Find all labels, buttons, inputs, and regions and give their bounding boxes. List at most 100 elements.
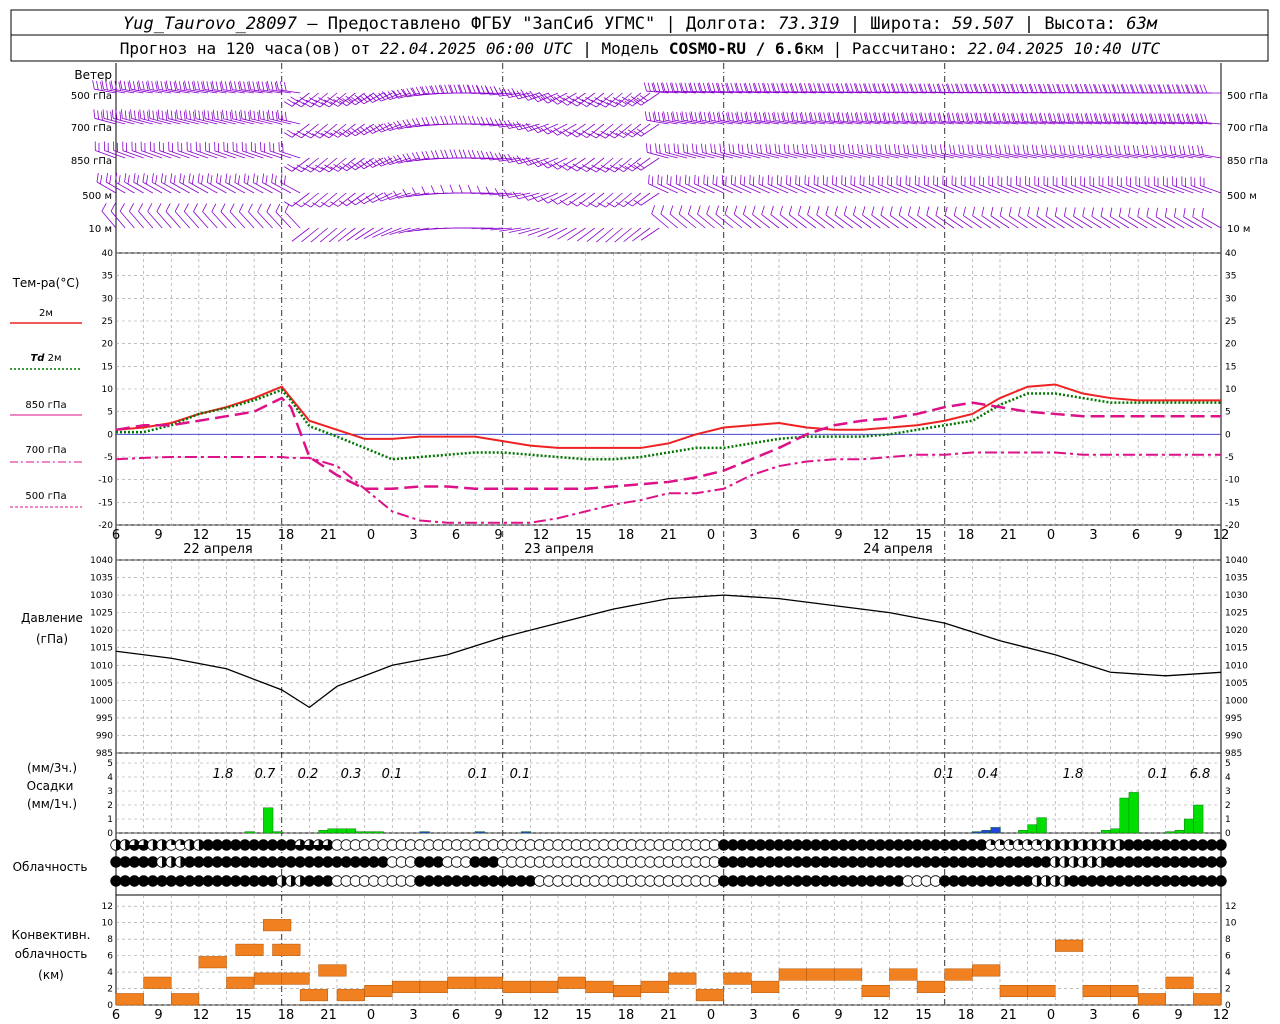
- wind-barb-feather: [647, 82, 651, 92]
- wind-barb-feather: [805, 144, 808, 154]
- wind-barb-staff: [1007, 184, 1028, 194]
- cloud-symbol-fill: [976, 875, 987, 887]
- wind-barb: [467, 149, 494, 159]
- cloud-symbol-fill: [1114, 875, 1126, 887]
- cloud-symbol-fill: [727, 856, 739, 868]
- conv-xtick-label: 15: [235, 1008, 252, 1023]
- wind-barb: [755, 111, 780, 125]
- wind-barb-feather: [698, 82, 703, 92]
- wind-barb: [773, 111, 798, 125]
- wind-barb-feather: [1126, 113, 1130, 123]
- wind-barb: [1164, 207, 1185, 229]
- wind-barb-staff: [954, 215, 973, 229]
- cloud-symbol: [506, 875, 518, 887]
- wind-barb-feather: [660, 83, 665, 92]
- cloud-symbol: [791, 875, 804, 887]
- cloud-symbol: [303, 875, 316, 887]
- wind-barb: [754, 82, 780, 94]
- wind-barb-feather: [850, 112, 854, 122]
- wind-barb-staff: [623, 123, 642, 138]
- wind-barb: [1142, 145, 1166, 159]
- wind-barb-feather: [1016, 113, 1020, 123]
- day-label-1: 23 апреля: [524, 542, 594, 557]
- cloud-symbol-fill: [211, 856, 223, 868]
- wind-barb-staff: [179, 181, 200, 194]
- convective-bar: [1137, 993, 1166, 1006]
- wind-barb: [764, 111, 789, 125]
- cloud-symbol: [266, 839, 279, 851]
- wind-barb-feather: [882, 113, 886, 123]
- cloud-symbol-fill: [488, 875, 499, 887]
- wind-barb-staff: [632, 227, 651, 242]
- wind-barb-feather: [822, 83, 826, 93]
- wind-barb-feather: [102, 109, 105, 119]
- cloud-symbol-fill: [764, 856, 776, 868]
- wind-barb-feather: [741, 144, 744, 154]
- wind-barb-feather: [188, 173, 191, 183]
- cloud-symbol-fill: [967, 856, 978, 868]
- wind-barb-staff: [557, 92, 577, 105]
- wind-barb-feather: [1086, 144, 1090, 154]
- wind-barb-feather: [731, 112, 734, 122]
- wind-barb: [774, 143, 798, 159]
- wind-barb-feather: [330, 166, 339, 172]
- wind-barb-feather: [275, 203, 281, 213]
- wind-barb-feather: [648, 111, 652, 121]
- wind-barb-feather: [324, 164, 333, 170]
- wind-barb-staff: [640, 227, 660, 241]
- wind-barb: [995, 144, 1019, 159]
- wind-barb: [183, 203, 200, 229]
- cloud-symbol: [193, 839, 205, 851]
- temp-ytick-left: -20: [98, 521, 113, 531]
- wind-barb: [222, 109, 246, 125]
- convective-bar: [806, 968, 835, 981]
- wind-barb-feather: [1166, 84, 1171, 94]
- cloud-symbol: [276, 875, 288, 887]
- wind-barb-feather: [179, 173, 182, 183]
- wind-barb: [302, 157, 329, 173]
- wind-barb: [559, 92, 586, 106]
- wind-barb-feather: [875, 144, 878, 154]
- wind-barb-feather: [865, 112, 869, 122]
- wind-barb-feather: [406, 88, 412, 97]
- wind-barb-feather: [760, 144, 762, 154]
- wind-barb-feather: [342, 163, 351, 169]
- convective-bar: [419, 980, 448, 993]
- cloud-symbol-fill: [985, 875, 997, 887]
- wind-barb-feather: [521, 193, 529, 201]
- convective-bar: [723, 972, 752, 985]
- wind-barb-feather: [699, 111, 703, 121]
- wind-barb-feather: [666, 82, 670, 92]
- cloud-symbol-fill: [479, 875, 490, 887]
- wind-barb-feather: [1059, 144, 1062, 154]
- cloud-symbol: [1021, 856, 1034, 868]
- wind-barb-feather: [735, 82, 740, 92]
- wind-barb: [393, 190, 420, 199]
- cloud-symbol-fill: [1169, 875, 1181, 887]
- cloud-symbol-fill: [939, 856, 951, 868]
- wind-barb-feather: [330, 201, 339, 207]
- wind-barb-feather: [449, 84, 454, 94]
- wind-barb-feather: [670, 112, 674, 122]
- wind-barb-feather: [271, 173, 274, 183]
- wind-barb-feather: [836, 113, 840, 123]
- cloud-symbol-fill: [1188, 875, 1199, 887]
- wind-barb-feather: [597, 102, 606, 108]
- wind-barb-feather: [863, 113, 867, 123]
- wind-barb-staff: [257, 211, 273, 229]
- wind-barb: [113, 141, 135, 159]
- wind-barb-feather: [243, 173, 246, 183]
- wind-barb: [214, 141, 236, 159]
- cloud-symbol-fill: [1188, 839, 1199, 851]
- wind-barb-feather: [909, 83, 913, 93]
- wind-barb-feather: [1027, 207, 1030, 217]
- wind-level-left-0: 500 гПа: [71, 91, 112, 102]
- wind-barb-feather: [365, 161, 373, 168]
- pres-ytick-right: 1025: [1225, 609, 1248, 619]
- conv-unit: (км): [38, 968, 64, 982]
- cloud-symbol: [147, 875, 159, 887]
- wind-barb: [105, 173, 126, 194]
- cloud-symbol: [902, 839, 914, 851]
- wind-barb-feather: [706, 176, 709, 186]
- wind-barb-feather: [1181, 84, 1185, 94]
